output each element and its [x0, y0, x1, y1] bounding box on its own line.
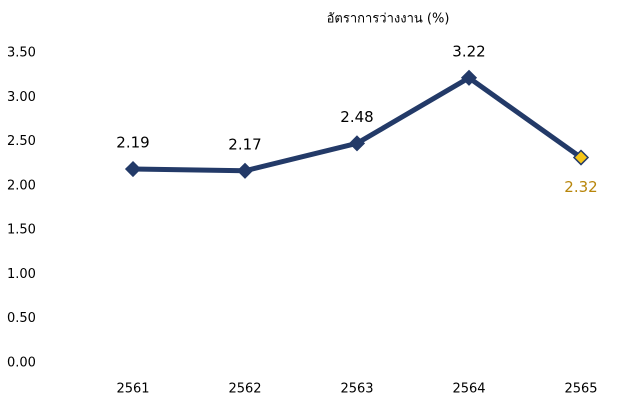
x-tick-label: 2561 — [116, 382, 149, 397]
data-label: 2.48 — [340, 108, 373, 126]
x-tick-label: 2562 — [228, 382, 261, 397]
marker — [236, 162, 254, 179]
marker — [460, 69, 478, 86]
x-tick-label: 2564 — [452, 382, 485, 397]
data-label: 2.32 — [564, 178, 597, 196]
y-tick-label: 1.00 — [7, 267, 36, 282]
y-tick-label: 3.00 — [7, 90, 36, 105]
marker — [124, 160, 142, 178]
y-tick-label: 0.00 — [7, 356, 36, 371]
y-tick-label: 2.50 — [7, 134, 36, 149]
data-label: 3.22 — [452, 42, 485, 60]
data-label: 2.17 — [228, 135, 261, 153]
y-tick-label: 2.00 — [7, 178, 36, 193]
x-tick-label: 2565 — [564, 382, 597, 397]
x-tick-label: 2563 — [340, 382, 373, 397]
y-tick-label: 0.50 — [7, 311, 36, 326]
y-tick-label: 3.50 — [7, 46, 36, 61]
data-label: 2.19 — [116, 134, 149, 152]
marker — [348, 135, 366, 152]
y-tick-label: 1.50 — [7, 223, 36, 238]
chart-title: อัตราการว่างงาน (%) — [327, 12, 450, 27]
marker — [572, 149, 590, 166]
